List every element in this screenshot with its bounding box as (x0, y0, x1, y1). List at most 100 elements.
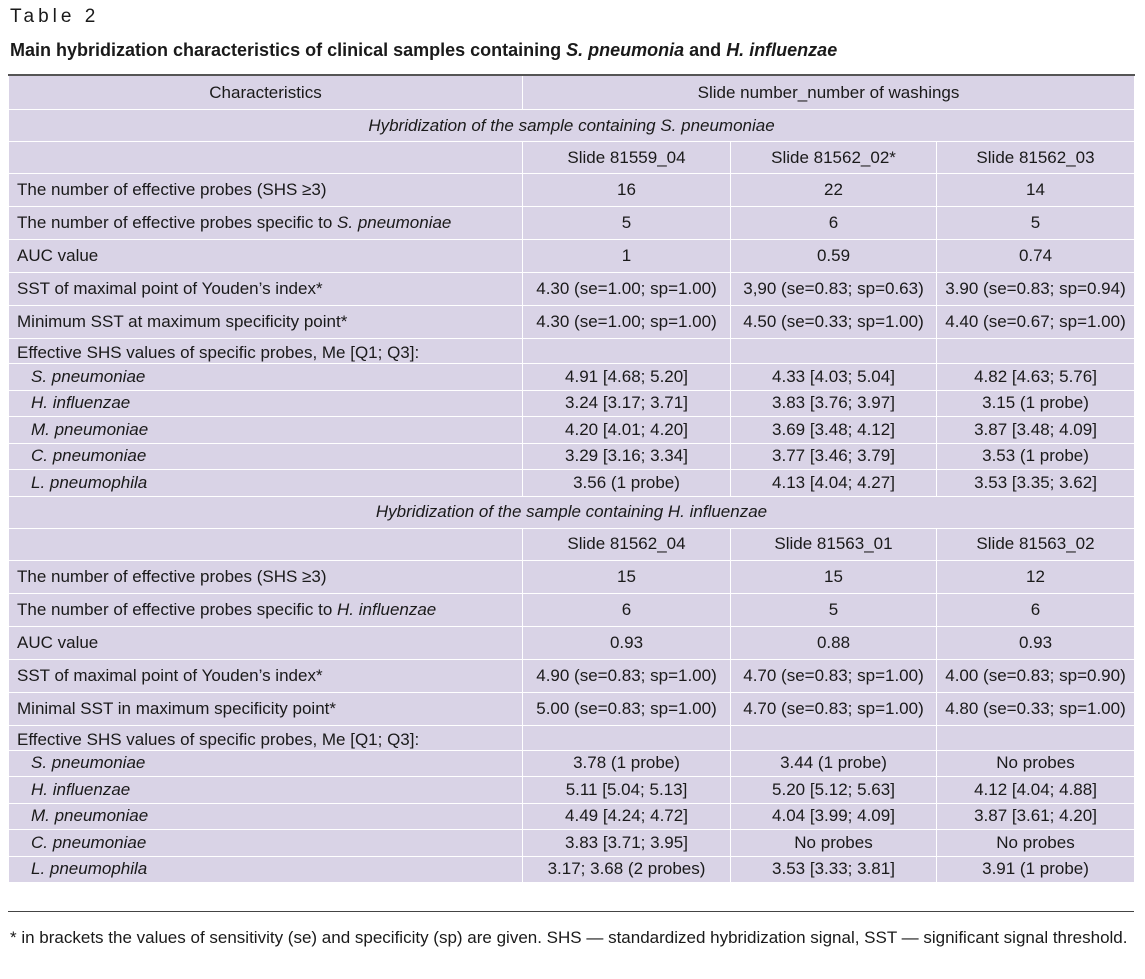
slides-row: Slide 81559_04 Slide 81562_02* Slide 81562… (8, 141, 1136, 174)
species-value: 3.91 (1 probe) (935, 855, 1136, 883)
metric-value: 4.70 (se=0.83; sp=1.00) (730, 658, 937, 693)
metric-label: The number of effective probes (SHS ≥3) (8, 173, 523, 207)
species-name: L. pneumophila (8, 469, 523, 497)
species-value: 3.15 (1 probe) (935, 389, 1136, 417)
species-value: 3.53 [3.35; 3.62] (935, 469, 1136, 497)
section-title-row: Hybridization of the sample containing H… (7, 495, 1136, 529)
empty-cell (935, 338, 1136, 364)
metric-label-organism: H. influenzae (337, 599, 437, 619)
metric-value: 0.59 (730, 239, 937, 273)
metric-value: 3,90 (se=0.83; sp=0.63) (730, 272, 937, 306)
metric-value: 0.74 (935, 239, 1136, 273)
metric-value: 15 (730, 559, 937, 594)
slide-header: Slide 81563_02 (935, 527, 1136, 561)
metric-value: 4.30 (se=1.00; sp=1.00) (522, 272, 731, 306)
metric-value: 4.30 (se=1.00; sp=1.00) (522, 305, 731, 339)
species-value: 3.87 [3.48; 4.09] (935, 416, 1136, 444)
slide-header: Slide 81559_04 (522, 141, 731, 174)
species-value: 3.17; 3.68 (2 probes) (522, 855, 731, 883)
header-characteristics: Characteristics (8, 74, 523, 110)
species-name: M. pneumoniae (8, 416, 523, 444)
metric-label-prefix: The number of effective probes specific … (17, 213, 338, 232)
species-value: 4.82 [4.63; 5.76] (935, 363, 1136, 391)
species-row: H. influenzae 5.11 [5.04; 5.13] 5.20 [5.12… (8, 776, 1136, 804)
metric-value: 3.90 (se=0.83; sp=0.94) (935, 272, 1136, 306)
species-value: 3.83 [3.71; 3.95] (522, 829, 731, 857)
metric-value: 4.80 (se=0.33; sp=1.00) (935, 691, 1136, 726)
header-slide-number: Slide number_number of washings (521, 74, 1136, 110)
species-value: 3.83 [3.76; 3.97] (730, 389, 937, 417)
species-value: No probes (935, 749, 1136, 777)
metric-value: 1 (522, 239, 731, 273)
metric-value: 0.93 (522, 625, 731, 660)
species-value: 3.56 (1 probe) (522, 469, 731, 497)
species-name: S. pneumoniae (8, 749, 523, 777)
shs-label: Effective SHS values of specific probes,… (8, 338, 523, 364)
metric-row: The number of effective probes (SHS ≥3) 1… (8, 173, 1136, 207)
metric-value: 14 (935, 173, 1136, 207)
empty-cell (8, 141, 523, 174)
species-row: L. pneumophila 3.56 (1 probe) 4.13 [4.04; … (8, 469, 1136, 497)
section-title: Hybridization of the sample containing H… (7, 495, 1136, 529)
species-name: C. pneumoniae (8, 829, 523, 857)
title-organism-1: S. pneumonia (566, 40, 685, 60)
metric-label: AUC value (8, 625, 523, 660)
metric-value: 6 (522, 592, 731, 627)
metric-value: 5 (730, 592, 937, 627)
empty-cell (522, 724, 731, 751)
empty-cell (935, 724, 1136, 751)
metric-value: 0.93 (935, 625, 1136, 660)
metric-value: 5.00 (se=0.83; sp=1.00) (522, 691, 731, 726)
species-name: M. pneumoniae (8, 802, 523, 830)
slide-header: Slide 81562_03 (935, 141, 1136, 174)
title-organism-2: H. influenzae (726, 40, 838, 60)
species-value: 3.29 [3.16; 3.34] (522, 442, 731, 470)
species-row: M. pneumoniae 4.49 [4.24; 4.72] 4.04 [3.99… (8, 802, 1136, 830)
metric-row: SST of maximal point of Youden’s index* 4… (8, 272, 1136, 306)
metric-row: Minimal SST in maximum specificity point… (8, 691, 1136, 726)
metric-row: The number of effective probes specific … (8, 206, 1136, 240)
slide-header: Slide 81562_02* (730, 141, 937, 174)
shs-label: Effective SHS values of specific probes,… (8, 724, 523, 751)
metric-label: AUC value (8, 239, 523, 273)
species-row: C. pneumoniae 3.29 [3.16; 3.34] 3.77 [3.46… (8, 442, 1136, 470)
metric-value: 5 (522, 206, 731, 240)
metric-value: 4.50 (se=0.33; sp=1.00) (730, 305, 937, 339)
metric-value: 22 (730, 173, 937, 207)
species-value: 3.24 [3.17; 3.71] (522, 389, 731, 417)
metric-label: SST of maximal point of Youden’s index* (8, 272, 523, 306)
species-value: 5.20 [5.12; 5.63] (730, 776, 937, 804)
species-name: H. influenzae (8, 776, 523, 804)
title-prefix: Main hybridization characteristics of cl… (10, 40, 567, 60)
species-value: 3.87 [3.61; 4.20] (935, 802, 1136, 830)
metric-label: The number of effective probes (SHS ≥3) (8, 559, 523, 594)
metric-value: 16 (522, 173, 731, 207)
metric-value: 4.40 (se=0.67; sp=1.00) (935, 305, 1136, 339)
species-name: H. influenzae (8, 389, 523, 417)
species-row: H. influenzae 3.24 [3.17; 3.71] 3.83 [3.76… (8, 389, 1136, 417)
species-value: 4.91 [4.68; 5.20] (522, 363, 731, 391)
slides-row: Slide 81562_04 Slide 81563_01 Slide 81563_… (8, 527, 1136, 561)
metric-label-organism: S. pneumoniae (337, 213, 452, 232)
species-value: 3.69 [3.48; 4.12] (730, 416, 937, 444)
section-title: Hybridization of the sample containing S… (7, 109, 1136, 142)
species-value: 3.53 (1 probe) (935, 442, 1136, 470)
metric-label: Minimum SST at maximum specificity point… (8, 305, 523, 339)
species-value: 3.53 [3.33; 3.81] (730, 855, 937, 883)
species-row: M. pneumoniae 4.20 [4.01; 4.20] 3.69 [3.48… (8, 416, 1136, 444)
empty-cell (8, 527, 523, 561)
species-value: 4.49 [4.24; 4.72] (522, 802, 731, 830)
empty-cell (730, 338, 937, 364)
table-bottom-rule (8, 911, 1134, 912)
metric-value: 12 (935, 559, 1136, 594)
species-value: 4.04 [3.99; 4.09] (730, 802, 937, 830)
species-value: 5.11 [5.04; 5.13] (522, 776, 731, 804)
metric-label: SST of maximal point of Youden’s index* (8, 658, 523, 693)
species-value: 4.12 [4.04; 4.88] (935, 776, 1136, 804)
species-name: S. pneumoniae (8, 363, 523, 391)
section-title-row: Hybridization of the sample containing S… (7, 109, 1136, 142)
species-value: 3.78 (1 probe) (522, 749, 731, 777)
metric-value: 5 (935, 206, 1136, 240)
metric-row: AUC value 1 0.59 0.74 (8, 239, 1136, 273)
metric-value: 15 (522, 559, 731, 594)
